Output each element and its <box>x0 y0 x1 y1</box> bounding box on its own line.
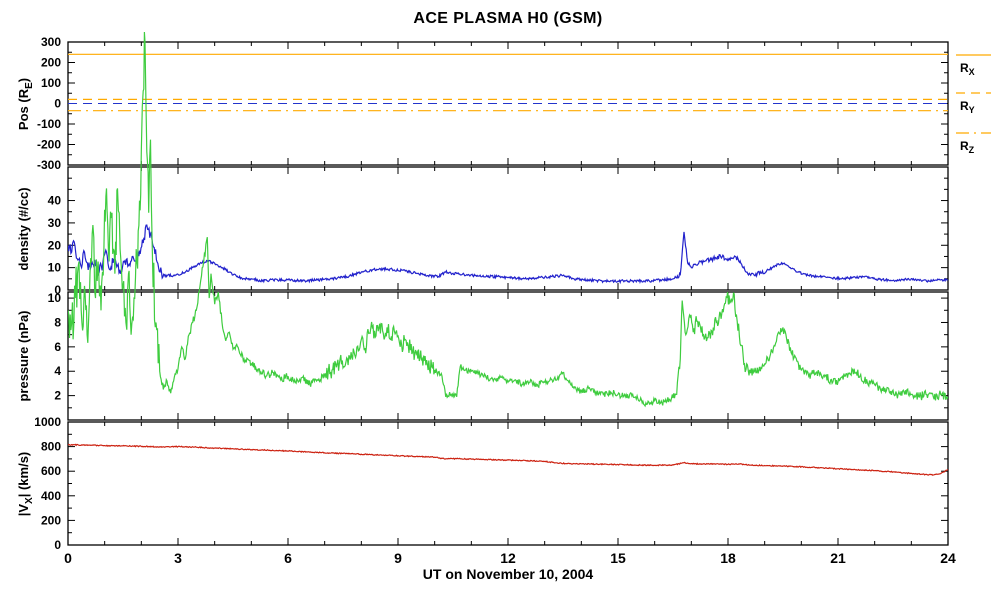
y-tick-label: 2 <box>54 389 61 403</box>
legend-label-subscript: Z <box>969 145 975 155</box>
x-tick-label: 24 <box>940 550 956 566</box>
y-title-text: Pos (R <box>16 88 31 130</box>
legend-label-subscript: Y <box>969 105 975 115</box>
x-axis-label: UT on November 10, 2004 <box>422 566 594 582</box>
y-tick-label: 600 <box>41 464 61 478</box>
y-tick-label: -300 <box>37 158 61 172</box>
y-title-text: ) <box>16 77 31 82</box>
legend-label-pos_rz: RZ <box>960 139 975 155</box>
y-tick-label: 800 <box>41 440 61 454</box>
y-tick-label: 10 <box>48 261 62 275</box>
y-tick-label: 30 <box>48 216 62 230</box>
y-tick-label: 6 <box>54 340 61 354</box>
y-title-subscript: X <box>24 496 35 504</box>
y-tick-label: 300 <box>41 35 61 49</box>
y-tick-label: 400 <box>41 489 61 503</box>
x-tick-label: 15 <box>610 550 626 566</box>
legend-label-pos_rx: RX <box>960 61 975 77</box>
legend-group: RX RY RZ <box>956 54 991 155</box>
y-title-text: pressure (nPa) <box>16 310 31 402</box>
y-tick-label: 100 <box>41 76 61 90</box>
y-tick-label: 0 <box>54 538 61 552</box>
legend-label-pos_ry: RY <box>960 99 975 115</box>
y-tick-label: 0 <box>54 283 61 297</box>
y-tick-label: 200 <box>41 513 61 527</box>
panel-box-pressure <box>67 291 949 421</box>
y-tick-label: 20 <box>48 238 62 252</box>
series-line-pressure <box>68 31 948 408</box>
panel-box-density <box>67 166 949 291</box>
x-tick-label: 18 <box>720 550 736 566</box>
y-tick-label: 8 <box>54 315 61 329</box>
y-tick-label: -200 <box>37 138 61 152</box>
y-axis-title-speed: |VX| (km/s) <box>15 399 35 569</box>
chart-title: ACE PLASMA H0 (GSM) <box>413 10 603 27</box>
y-title-text: | (km/s) <box>16 451 31 497</box>
y-title-text: |V <box>16 503 31 516</box>
series-line-speed <box>68 443 948 476</box>
y-title-subscript: E <box>24 81 35 89</box>
x-tick-label: 6 <box>284 550 292 566</box>
y-title-text: density (#/cc) <box>16 186 31 271</box>
y-tick-label: 10 <box>48 291 62 305</box>
x-tick-label: 9 <box>394 550 402 566</box>
y-tick-label: 4 <box>54 364 61 378</box>
panel-box-speed <box>67 421 949 546</box>
axes-group: -300-200-1000100200300010203040246810020… <box>34 35 956 566</box>
legend-label-subscript: X <box>969 67 975 77</box>
y-tick-label: 0 <box>54 97 61 111</box>
x-tick-label: 0 <box>64 550 72 566</box>
y-tick-label: 40 <box>48 194 62 208</box>
x-tick-label: 12 <box>500 550 516 566</box>
x-tick-label: 21 <box>830 550 846 566</box>
y-tick-label: 1000 <box>34 415 61 429</box>
series-line-density <box>68 224 948 285</box>
y-tick-label: -100 <box>37 117 61 131</box>
y-tick-label: 200 <box>41 56 61 70</box>
series-group <box>68 31 948 476</box>
x-tick-label: 3 <box>174 550 182 566</box>
